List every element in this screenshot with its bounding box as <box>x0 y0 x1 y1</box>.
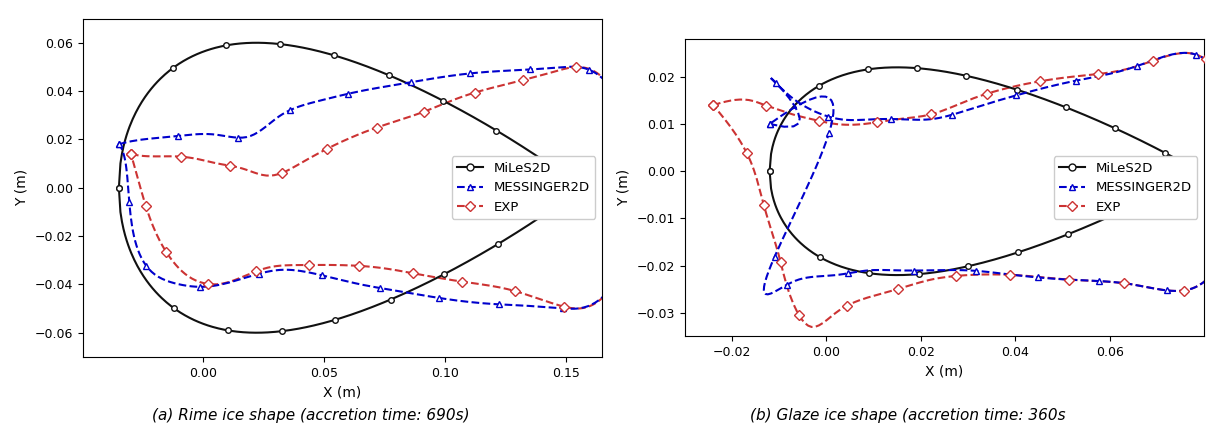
Text: (b) Glaze ice shape (accretion time: 360s: (b) Glaze ice shape (accretion time: 360… <box>751 408 1065 423</box>
Y-axis label: Y (m): Y (m) <box>15 169 29 206</box>
Text: (a) Rime ice shape (accretion time: 690s): (a) Rime ice shape (accretion time: 690s… <box>152 408 469 423</box>
Legend: MiLeS2D, MESSINGER2D, EXP: MiLeS2D, MESSINGER2D, EXP <box>1053 156 1197 219</box>
Legend: MiLeS2D, MESSINGER2D, EXP: MiLeS2D, MESSINGER2D, EXP <box>452 156 595 219</box>
X-axis label: X (m): X (m) <box>323 385 362 399</box>
Y-axis label: Y (m): Y (m) <box>617 169 631 206</box>
X-axis label: X (m): X (m) <box>925 365 963 379</box>
